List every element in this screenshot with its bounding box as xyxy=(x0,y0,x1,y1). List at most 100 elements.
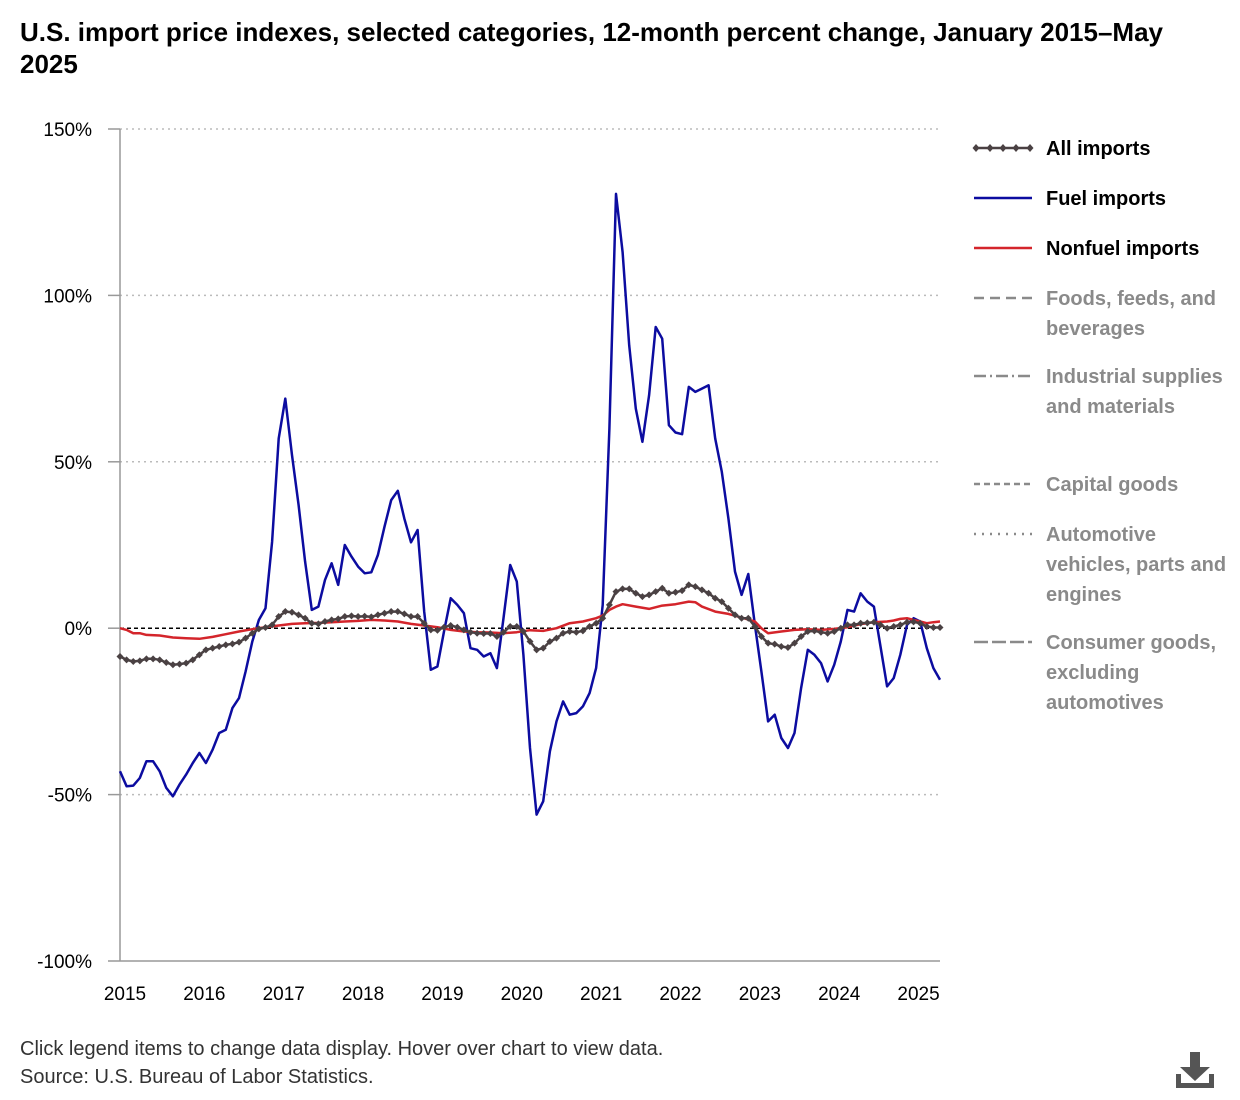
data-point-all-imports[interactable] xyxy=(652,588,660,596)
data-point-all-imports[interactable] xyxy=(830,628,838,636)
data-point-all-imports[interactable] xyxy=(460,626,468,634)
series-line-nonfuel-imports[interactable] xyxy=(119,600,941,641)
data-point-all-imports[interactable] xyxy=(665,589,673,597)
data-point-all-imports[interactable] xyxy=(757,633,765,641)
data-point-all-imports[interactable] xyxy=(566,628,574,636)
download-icon[interactable] xyxy=(1170,1048,1220,1094)
data-point-all-imports[interactable] xyxy=(420,619,428,627)
data-point-all-imports[interactable] xyxy=(599,614,607,622)
data-point-all-imports[interactable] xyxy=(162,658,170,666)
data-point-all-imports[interactable] xyxy=(916,619,924,627)
data-point-all-imports[interactable] xyxy=(513,623,521,631)
data-point-all-imports[interactable] xyxy=(876,621,884,629)
data-point-all-imports[interactable] xyxy=(228,640,236,648)
data-point-all-imports[interactable] xyxy=(341,613,349,621)
data-point-all-imports[interactable] xyxy=(275,613,283,621)
data-point-all-imports[interactable] xyxy=(156,656,164,664)
data-point-all-imports[interactable] xyxy=(929,624,937,632)
data-point-all-imports[interactable] xyxy=(843,621,851,629)
data-point-all-imports[interactable] xyxy=(195,651,203,659)
data-point-all-imports[interactable] xyxy=(407,613,415,621)
data-point-all-imports[interactable] xyxy=(453,623,461,631)
data-point-all-imports[interactable] xyxy=(625,585,633,593)
data-point-all-imports[interactable] xyxy=(824,629,832,637)
data-point-all-imports[interactable] xyxy=(136,657,144,665)
data-point-all-imports[interactable] xyxy=(837,624,845,632)
data-point-all-imports[interactable] xyxy=(903,618,911,626)
data-point-all-imports[interactable] xyxy=(486,630,494,638)
data-point-all-imports[interactable] xyxy=(817,628,825,636)
data-point-all-imports[interactable] xyxy=(857,619,865,627)
data-point-all-imports[interactable] xyxy=(685,581,693,589)
data-point-all-imports[interactable] xyxy=(744,614,752,622)
data-point-all-imports[interactable] xyxy=(619,585,627,593)
data-point-all-imports[interactable] xyxy=(638,593,646,601)
data-point-all-imports[interactable] xyxy=(711,594,719,602)
data-point-all-imports[interactable] xyxy=(586,623,594,631)
data-point-all-imports[interactable] xyxy=(493,633,501,641)
data-point-all-imports[interactable] xyxy=(169,661,177,669)
data-point-all-imports[interactable] xyxy=(777,643,785,651)
data-point-all-imports[interactable] xyxy=(142,655,150,663)
series-line-all-imports[interactable] xyxy=(119,583,940,667)
data-point-all-imports[interactable] xyxy=(883,624,891,632)
data-point-all-imports[interactable] xyxy=(440,623,448,631)
data-point-all-imports[interactable] xyxy=(447,622,455,630)
data-point-all-imports[interactable] xyxy=(546,638,554,646)
data-point-all-imports[interactable] xyxy=(255,625,263,633)
data-point-all-imports[interactable] xyxy=(533,646,541,654)
data-point-all-imports[interactable] xyxy=(923,623,931,631)
data-point-all-imports[interactable] xyxy=(731,611,739,619)
data-point-all-imports[interactable] xyxy=(149,655,157,663)
data-point-all-imports[interactable] xyxy=(810,627,818,635)
data-point-all-imports[interactable] xyxy=(579,627,587,635)
data-point-all-imports[interactable] xyxy=(209,644,217,652)
data-point-all-imports[interactable] xyxy=(691,583,699,591)
data-point-all-imports[interactable] xyxy=(367,613,375,621)
data-point-all-imports[interactable] xyxy=(526,638,534,646)
data-point-all-imports[interactable] xyxy=(189,656,197,664)
data-point-all-imports[interactable] xyxy=(123,656,131,664)
data-point-all-imports[interactable] xyxy=(308,619,316,627)
data-point-all-imports[interactable] xyxy=(202,646,210,654)
series-line-fuel-imports[interactable] xyxy=(118,192,942,816)
data-point-all-imports[interactable] xyxy=(328,616,336,624)
data-point-all-imports[interactable] xyxy=(784,644,792,652)
data-point-all-imports[interactable] xyxy=(182,659,190,667)
data-point-all-imports[interactable] xyxy=(771,640,779,648)
data-point-all-imports[interactable] xyxy=(738,614,746,622)
data-point-all-imports[interactable] xyxy=(222,641,230,649)
data-point-all-imports[interactable] xyxy=(394,608,402,616)
data-point-all-imports[interactable] xyxy=(301,614,309,622)
data-point-all-imports[interactable] xyxy=(427,626,435,634)
data-point-all-imports[interactable] xyxy=(910,618,918,626)
data-point-all-imports[interactable] xyxy=(698,586,706,594)
data-point-all-imports[interactable] xyxy=(295,611,303,619)
data-point-all-imports[interactable] xyxy=(896,621,904,629)
data-point-all-imports[interactable] xyxy=(288,608,296,616)
data-point-all-imports[interactable] xyxy=(678,587,686,595)
data-point-all-imports[interactable] xyxy=(176,660,184,668)
data-point-all-imports[interactable] xyxy=(314,620,322,628)
data-point-all-imports[interactable] xyxy=(500,628,508,636)
data-point-all-imports[interactable] xyxy=(473,629,481,637)
data-point-all-imports[interactable] xyxy=(281,608,289,616)
data-point-all-imports[interactable] xyxy=(804,628,812,636)
data-point-all-imports[interactable] xyxy=(539,644,547,652)
data-point-all-imports[interactable] xyxy=(863,619,871,627)
data-point-all-imports[interactable] xyxy=(321,618,329,626)
data-point-all-imports[interactable] xyxy=(764,639,772,647)
data-point-all-imports[interactable] xyxy=(572,628,580,636)
data-point-all-imports[interactable] xyxy=(724,604,732,612)
data-point-all-imports[interactable] xyxy=(387,608,395,616)
data-point-all-imports[interactable] xyxy=(645,591,653,599)
data-point-all-imports[interactable] xyxy=(334,615,342,623)
data-point-all-imports[interactable] xyxy=(519,628,527,636)
data-point-all-imports[interactable] xyxy=(936,624,944,632)
data-point-all-imports[interactable] xyxy=(347,612,355,620)
data-point-all-imports[interactable] xyxy=(433,626,441,634)
data-point-all-imports[interactable] xyxy=(248,629,256,637)
data-point-all-imports[interactable] xyxy=(215,643,223,651)
data-point-all-imports[interactable] xyxy=(242,634,250,642)
